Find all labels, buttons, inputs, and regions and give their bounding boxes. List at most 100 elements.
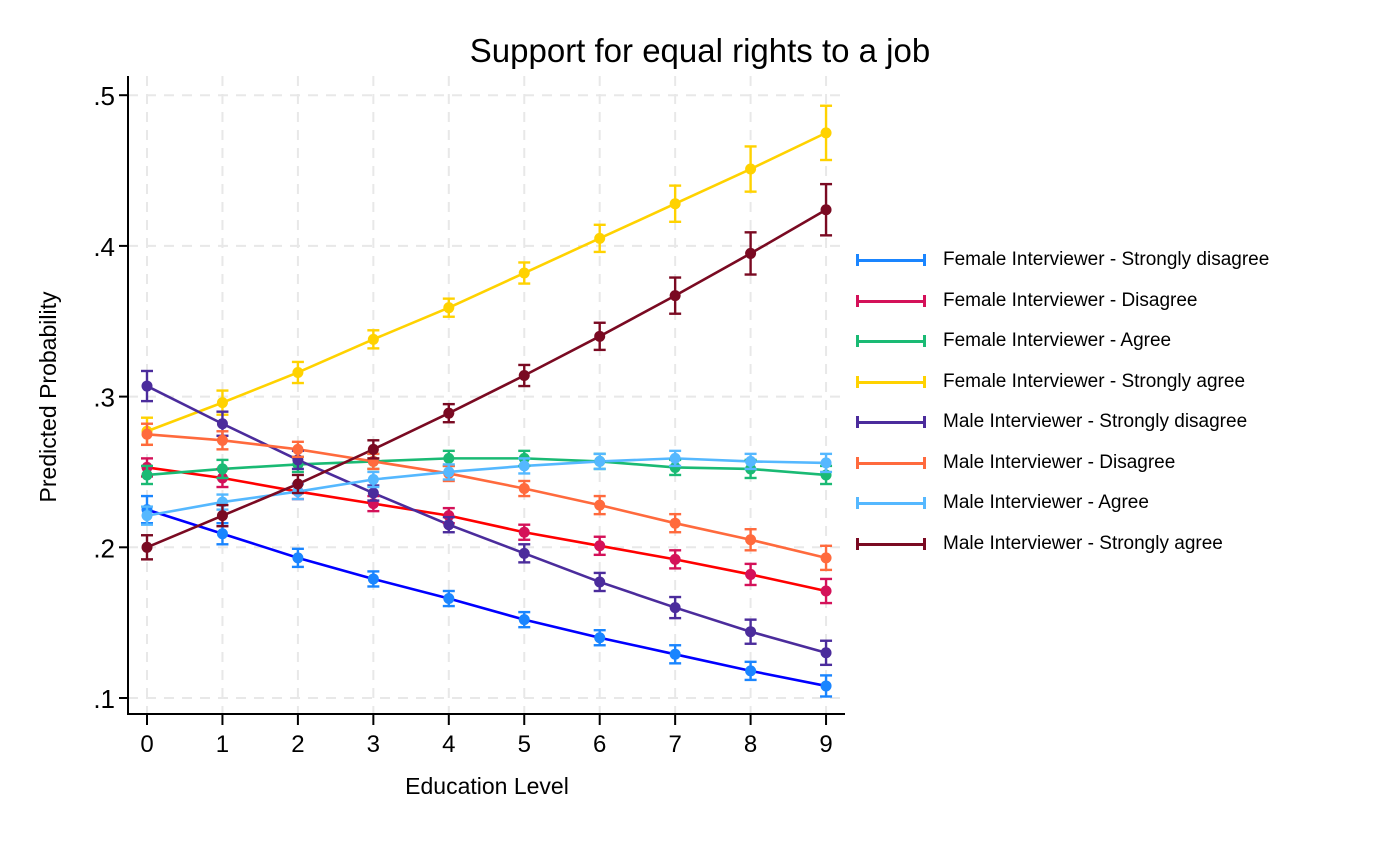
data-point <box>367 443 379 455</box>
data-point <box>292 366 304 378</box>
series-markers-6 <box>141 449 833 526</box>
x-tick-label: 9 <box>819 731 832 758</box>
data-point <box>518 526 530 538</box>
data-point <box>141 510 153 522</box>
data-point <box>216 397 228 409</box>
x-tick-label: 4 <box>442 731 455 758</box>
data-point <box>443 510 455 522</box>
data-point <box>367 333 379 345</box>
data-point <box>518 267 530 279</box>
data-point <box>594 499 606 511</box>
data-point <box>669 452 681 464</box>
data-point <box>443 452 455 464</box>
data-point <box>292 552 304 564</box>
series-markers-0 <box>141 494 833 698</box>
legend-swatch-icon <box>856 496 926 510</box>
data-point <box>216 510 228 522</box>
legend-label: Female Interviewer - Agree <box>943 330 1172 352</box>
legend-label: Male Interviewer - Agree <box>943 492 1149 514</box>
x-tick-label: 7 <box>668 731 681 758</box>
legend-item: Female Interviewer - Strongly agree <box>856 362 1269 403</box>
series-3 <box>146 131 827 433</box>
y-tick-label: .1 <box>93 684 115 714</box>
data-point <box>745 626 757 638</box>
legend-swatch-icon <box>856 456 926 470</box>
legend-swatch-icon <box>856 537 926 551</box>
data-point <box>820 552 832 564</box>
series-group <box>141 104 833 698</box>
series-markers-4 <box>141 369 833 667</box>
data-point <box>745 247 757 259</box>
data-point <box>745 163 757 175</box>
data-point <box>669 198 681 210</box>
y-axis-label: Predicted Probability <box>35 291 61 502</box>
data-point <box>141 380 153 392</box>
data-point <box>443 302 455 314</box>
data-point <box>367 487 379 499</box>
x-tick-label: 3 <box>367 731 380 758</box>
data-point <box>669 517 681 529</box>
data-point <box>820 585 832 597</box>
x-tick-label: 5 <box>518 731 531 758</box>
x-tick-label: 2 <box>291 731 304 758</box>
data-point <box>518 370 530 382</box>
data-point <box>820 127 832 139</box>
data-point <box>594 232 606 244</box>
legend-item: Female Interviewer - Strongly disagree <box>856 240 1269 281</box>
data-point <box>594 576 606 588</box>
series-markers-3 <box>141 104 833 447</box>
data-point <box>518 483 530 495</box>
data-point <box>820 680 832 692</box>
legend-label: Female Interviewer - Disagree <box>943 289 1198 311</box>
series-line <box>146 131 827 433</box>
series-line <box>146 457 827 517</box>
legend-swatch-icon <box>856 334 926 348</box>
legend-label: Male Interviewer - Strongly disagree <box>943 411 1248 433</box>
data-point <box>669 461 681 473</box>
data-point <box>594 632 606 644</box>
series-1 <box>146 466 827 593</box>
x-tick-label: 0 <box>140 731 153 758</box>
data-point <box>745 534 757 546</box>
chart-title: Support for equal rights to a job <box>470 32 930 69</box>
data-point <box>518 460 530 472</box>
series-2 <box>146 457 827 477</box>
data-point <box>141 469 153 481</box>
series-line <box>146 384 827 655</box>
y-tick-label: .5 <box>93 81 115 111</box>
series-markers-7 <box>141 182 833 561</box>
data-point <box>820 204 832 216</box>
data-point <box>669 290 681 302</box>
series-0 <box>146 508 827 688</box>
data-point <box>292 443 304 455</box>
legend-swatch-icon <box>856 294 926 308</box>
series-line <box>146 508 827 688</box>
data-point <box>745 455 757 467</box>
data-point <box>443 519 455 531</box>
x-tick-label: 8 <box>744 731 757 758</box>
series-line <box>146 457 827 477</box>
legend-label: Male Interviewer - Disagree <box>943 451 1176 473</box>
data-point <box>745 665 757 677</box>
y-tick-label: .4 <box>93 232 115 262</box>
legend-item: Male Interviewer - Strongly disagree <box>856 402 1269 443</box>
series-line <box>146 432 827 560</box>
data-point <box>367 573 379 585</box>
series-5 <box>146 432 827 560</box>
series-7 <box>146 208 827 549</box>
series-line <box>146 208 827 549</box>
data-point <box>216 528 228 540</box>
legend-swatch-icon <box>856 253 926 267</box>
data-point <box>820 647 832 659</box>
legend-item: Male Interviewer - Disagree <box>856 443 1269 484</box>
data-point <box>518 547 530 559</box>
y-tick-label: .2 <box>93 533 115 563</box>
data-point <box>669 648 681 660</box>
x-axis-label: Education Level <box>405 773 569 799</box>
data-point <box>594 455 606 467</box>
data-point <box>745 568 757 580</box>
legend-swatch-icon <box>856 375 926 389</box>
data-point <box>141 428 153 440</box>
data-point <box>594 330 606 342</box>
